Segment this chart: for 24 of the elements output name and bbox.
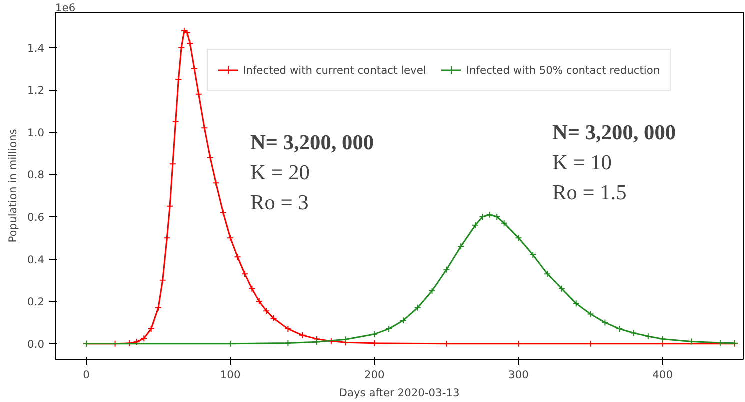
- x-tick-label: 0: [83, 368, 90, 382]
- annotation: N= 3,200, 000: [250, 130, 374, 154]
- annotation: 1e6: [56, 2, 76, 14]
- x-tick-label: 100: [220, 368, 241, 382]
- y-axis-title: Population in millions: [6, 128, 20, 243]
- annotation: K = 20: [250, 160, 310, 184]
- annotation: K = 10: [552, 150, 612, 174]
- y-tick-label: 0.0: [28, 338, 45, 351]
- x-axis-title: Days after 2020-03-13: [339, 386, 460, 400]
- x-tick-label: 300: [508, 368, 530, 382]
- y-tick-label: 0.8: [28, 168, 45, 182]
- x-tick-label: 200: [364, 368, 386, 382]
- y-tick-label: 0.2: [28, 296, 45, 309]
- y-tick-label: 1.0: [28, 126, 45, 140]
- y-tick-label: 0.4: [28, 253, 45, 266]
- annotation: N= 3,200, 000: [552, 120, 676, 144]
- y-tick-label: 1.4: [28, 42, 45, 55]
- y-tick-label: 0.6: [28, 210, 45, 224]
- y-tick-label: 1.2: [28, 84, 45, 98]
- x-tick-label: 400: [652, 368, 674, 382]
- legend-label: Infected with 50% contact reduction: [466, 64, 660, 76]
- annotation: Ro = 1.5: [552, 180, 627, 204]
- legend-label: Infected with current contact level: [243, 64, 426, 76]
- annotation: Ro = 3: [250, 190, 309, 214]
